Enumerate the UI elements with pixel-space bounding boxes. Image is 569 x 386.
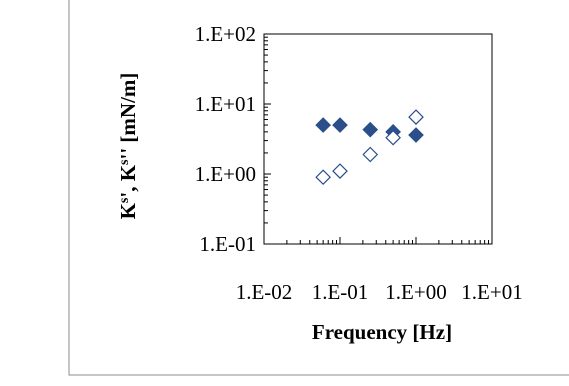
y-tick-label: 1.E-01 bbox=[199, 232, 256, 256]
filled-diamond-point bbox=[332, 117, 348, 133]
y-axis-ticks bbox=[264, 33, 271, 245]
open-diamond-point bbox=[385, 129, 401, 146]
open-diamond-point bbox=[408, 109, 424, 125]
plot-area bbox=[263, 33, 493, 245]
filled-diamond-point bbox=[315, 117, 331, 133]
x-axis-ticks bbox=[263, 237, 493, 244]
open-diamond-point bbox=[315, 169, 331, 186]
x-axis-title: Frequency [Hz] bbox=[312, 320, 452, 344]
x-tick-label: 1.E+00 bbox=[385, 280, 446, 304]
chart-area-border bbox=[68, 0, 569, 376]
x-tick-label: 1.E+01 bbox=[461, 280, 522, 304]
y-tick-label: 1.E+02 bbox=[195, 22, 256, 46]
y-tick-label: 1.E+01 bbox=[195, 92, 256, 116]
open-diamond-point bbox=[362, 146, 379, 163]
x-axis-tick-labels: 1.E-02 1.E-01 1.E+00 1.E+01 bbox=[236, 280, 523, 304]
y-tick-label: 1.E+00 bbox=[195, 162, 256, 186]
y-axis-tick-labels: 1.E-01 1.E+00 1.E+01 1.E+02 bbox=[195, 22, 256, 256]
filled-diamond-point bbox=[362, 121, 379, 138]
filled-diamond-point bbox=[408, 127, 424, 143]
x-tick-label: 1.E-01 bbox=[312, 280, 369, 304]
open-diamond-point bbox=[332, 163, 348, 179]
data-points bbox=[315, 109, 424, 186]
x-tick-label: 1.E-02 bbox=[236, 280, 293, 304]
y-axis-title: Ks', Ks'' [mN/m] bbox=[116, 73, 140, 220]
